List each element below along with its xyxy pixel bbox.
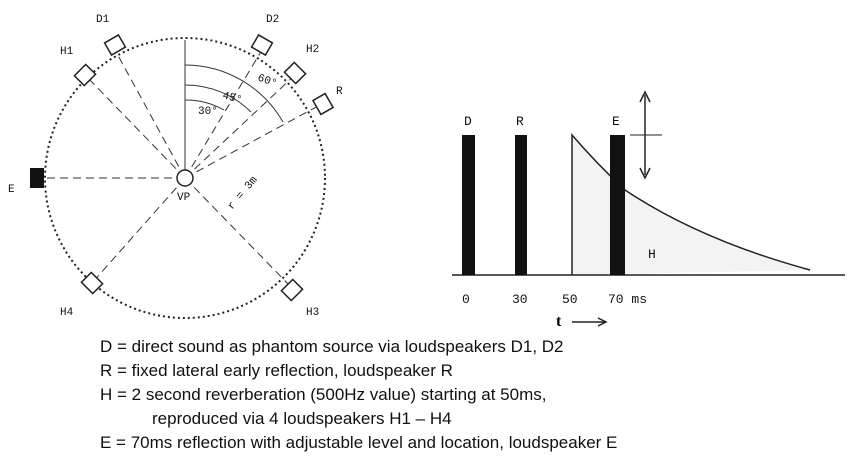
label: H2 xyxy=(306,44,319,56)
room-circle xyxy=(44,37,326,319)
axis-label: t xyxy=(556,313,562,330)
caption-line: H = 2 second reverberation (500Hz value)… xyxy=(100,385,546,404)
angle: 45° xyxy=(221,90,243,107)
tick: 30 xyxy=(512,292,528,307)
label: H xyxy=(648,247,656,262)
tick: 50 xyxy=(562,292,578,307)
caption-line: E = 70ms reflection with adjustable leve… xyxy=(100,433,617,452)
label: D xyxy=(464,114,472,129)
label: H3 xyxy=(306,307,319,319)
label: r = 3m xyxy=(226,174,261,212)
label: E xyxy=(612,114,620,129)
speakers xyxy=(30,33,335,302)
label: D1 xyxy=(96,14,110,26)
timeline: D R E H 0 30 50 70 ms t xyxy=(452,90,845,330)
room-plan: D1 D2 H1 H2 R E H3 H4 60° 45° 30° VP r =… xyxy=(8,14,343,319)
label: VP xyxy=(177,192,191,204)
angle: 60° xyxy=(256,72,279,90)
label: H4 xyxy=(60,307,74,319)
caption-line: R = fixed lateral early reflection, loud… xyxy=(100,361,453,380)
tick: 0 xyxy=(462,292,470,307)
label: R xyxy=(516,114,524,129)
tick: 70 ms xyxy=(608,292,647,307)
label: E xyxy=(8,184,15,196)
caption-line: D = direct sound as phantom source via l… xyxy=(100,337,564,356)
caption: D = direct sound as phantom source via l… xyxy=(100,337,617,452)
label: H1 xyxy=(60,46,74,58)
angle: 30° xyxy=(198,106,218,118)
caption-line: reproduced via 4 loudspeakers H1 – H4 xyxy=(152,409,452,428)
label: D2 xyxy=(266,14,279,26)
speaker-lines xyxy=(45,40,321,289)
label: R xyxy=(336,86,343,98)
